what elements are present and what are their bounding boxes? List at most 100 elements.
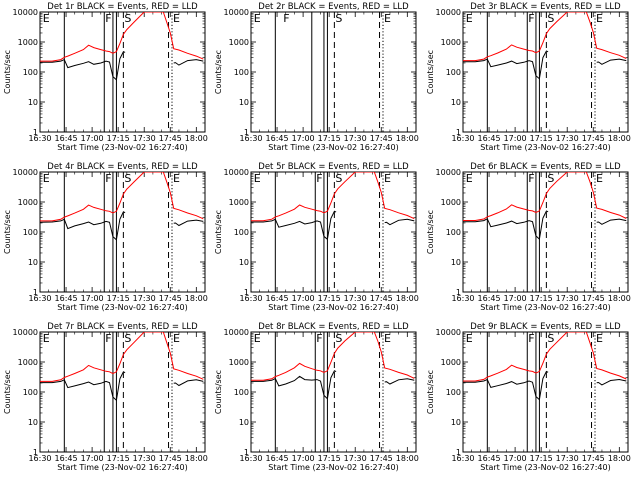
x-tick-label: 16:30 [28, 294, 51, 303]
y-tick-label: 1000 [441, 38, 461, 47]
series-line-events [251, 210, 415, 241]
x-tick-label: 17:15 [318, 454, 341, 463]
panel-det-1: Det 1r BLACK = Events, RED = LLD 1 10 100 10… [3, 2, 208, 152]
x-tick-label: 18:00 [396, 134, 419, 143]
y-tick-label: 10 [28, 418, 38, 427]
flag-label: F [283, 12, 289, 25]
flag-label: E [43, 332, 50, 345]
x-tick-label: 17:15 [107, 134, 130, 143]
y-axis-label: Counts/sec [426, 370, 435, 414]
series-line-lld [463, 332, 627, 382]
y-tick-label: 10 [451, 418, 461, 427]
y-tick-label: 10000 [13, 168, 38, 177]
x-tick-label: 16:45 [478, 454, 501, 463]
y-axis-label: Counts/sec [3, 210, 12, 254]
panel-title: Det 2r BLACK = Events, RED = LLD [258, 2, 409, 12]
flag-label: S [547, 332, 554, 345]
x-tick-label: 17:15 [530, 454, 553, 463]
y-tick-label: 1 [456, 128, 461, 137]
y-tick-label: 100 [23, 228, 38, 237]
panel-det-9: Det 9r BLACK = Events, RED = LLD 1 10 100 10… [426, 322, 631, 472]
y-tick-label: 1 [33, 288, 38, 297]
x-tick-label: 18:00 [185, 294, 208, 303]
y-tick-label: 10000 [436, 328, 461, 337]
flag-label: F [528, 172, 534, 185]
panel-det-5: Det 5r BLACK = Events, RED = LLD 1 10 100 10… [214, 162, 419, 312]
y-axis-label: Counts/sec [214, 210, 223, 254]
x-tick-label: 17:30 [133, 294, 156, 303]
x-tick-label: 18:00 [608, 454, 631, 463]
flag-label: E [254, 332, 261, 345]
x-tick-label: 17:00 [504, 294, 527, 303]
y-axis-label: Counts/sec [214, 370, 223, 414]
x-tick-label: 17:00 [81, 294, 104, 303]
x-tick-label: 18:00 [185, 134, 208, 143]
x-tick-label: 17:15 [107, 454, 130, 463]
y-tick-label: 100 [23, 68, 38, 77]
y-tick-label: 1 [33, 448, 38, 457]
panel-det-8: Det 8r BLACK = Events, RED = LLD 1 10 100 10… [214, 322, 419, 472]
flag-label: F [528, 12, 534, 25]
x-tick-label: 16:30 [28, 454, 51, 463]
flag-label: F [105, 12, 111, 25]
y-tick-label: 10 [239, 418, 249, 427]
y-tick-label: 1 [456, 288, 461, 297]
x-tick-label: 16:45 [478, 134, 501, 143]
y-tick-label: 10 [28, 98, 38, 107]
flag-label: E [254, 12, 261, 25]
panel-det-3: Det 3r BLACK = Events, RED = LLD 1 10 100 10… [426, 2, 631, 152]
x-tick-label: 17:45 [582, 294, 605, 303]
panel-title: Det 5r BLACK = Events, RED = LLD [258, 162, 409, 172]
x-tick-label: 17:15 [530, 294, 553, 303]
y-tick-label: 1000 [229, 358, 249, 367]
y-tick-label: 1 [33, 128, 38, 137]
x-axis-label: Start Time (23-Nov-02 16:27:40) [480, 463, 610, 472]
x-tick-label: 17:00 [504, 454, 527, 463]
x-tick-label: 17:00 [292, 454, 315, 463]
y-tick-label: 10 [451, 98, 461, 107]
panel-det-4: Det 4r BLACK = Events, RED = LLD 1 10 100 10… [3, 162, 208, 312]
flag-label: E [173, 12, 180, 25]
x-tick-label: 17:15 [318, 134, 341, 143]
flag-label: S [547, 12, 554, 25]
x-tick-label: 16:30 [239, 134, 262, 143]
x-tick-label: 16:30 [451, 454, 474, 463]
series-line-lld [463, 172, 627, 221]
series-line-events [40, 50, 204, 81]
flag-label: F [316, 172, 322, 185]
y-tick-label: 100 [234, 388, 249, 397]
series-group [251, 332, 415, 400]
flag-label: E [384, 172, 391, 185]
y-tick-label: 10000 [224, 168, 249, 177]
series-line-lld [251, 332, 415, 381]
panel-det-2: Det 2r BLACK = Events, RED = LLD 1 10 100 10… [214, 2, 419, 152]
x-tick-label: 17:45 [582, 134, 605, 143]
x-tick-label: 17:00 [292, 134, 315, 143]
panel-det-6: Det 6r BLACK = Events, RED = LLD 1 10 100 10… [426, 162, 631, 312]
y-tick-label: 1 [244, 448, 249, 457]
x-tick-label: 17:45 [370, 134, 393, 143]
flag-label: E [596, 332, 603, 345]
series-group [40, 332, 204, 402]
x-tick-label: 16:45 [55, 294, 78, 303]
x-axis-label: Start Time (23-Nov-02 16:27:40) [480, 143, 610, 152]
series-group [463, 172, 627, 241]
panel-title: Det 8r BLACK = Events, RED = LLD [258, 322, 409, 332]
flag-label: S [547, 172, 554, 185]
x-tick-label: 17:30 [556, 134, 579, 143]
y-axis-label: Counts/sec [3, 370, 12, 414]
series-line-lld [463, 12, 627, 62]
series-line-lld [40, 332, 204, 382]
series-line-lld [40, 12, 204, 62]
flag-label: S [124, 332, 131, 345]
x-tick-label: 17:30 [344, 294, 367, 303]
x-tick-label: 17:45 [159, 294, 182, 303]
x-tick-label: 17:45 [370, 454, 393, 463]
series-line-lld [251, 172, 415, 222]
flag-label: E [384, 332, 391, 345]
y-tick-label: 100 [446, 68, 461, 77]
flag-label: F [105, 172, 111, 185]
x-tick-label: 18:00 [608, 134, 631, 143]
y-axis-label: Counts/sec [214, 50, 223, 94]
